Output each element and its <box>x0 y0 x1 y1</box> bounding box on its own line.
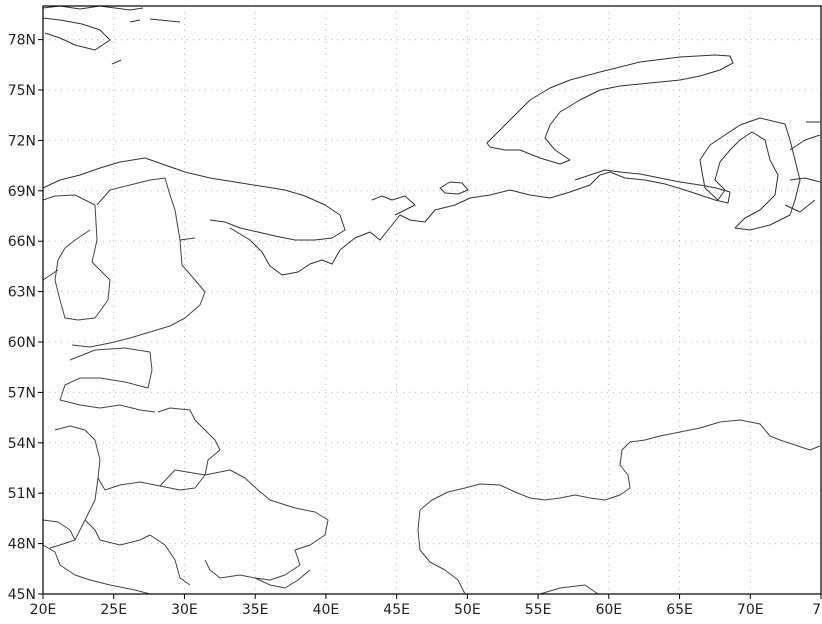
coastline-novaya-zemlya <box>486 54 734 165</box>
y-tick-label: 69N <box>8 184 36 200</box>
y-tick-label: 75N <box>8 83 36 99</box>
x-tick-label: 45E <box>383 602 410 618</box>
y-tick-label: 45N <box>8 587 36 603</box>
coastline-svalbard <box>42 5 181 65</box>
axis-labels: 20E 25E 30E 35E 40E 45E 50E 55E 60E 65E 70E 75 45N 48… <box>8 33 822 618</box>
coastlines-and-borders <box>42 5 821 595</box>
border-kazakhstan <box>417 419 821 595</box>
y-tick-label: 72N <box>8 133 36 149</box>
x-tick-label: 70E <box>737 602 764 618</box>
coastline-arctic-mainland <box>42 157 731 276</box>
coastline-yamal <box>699 117 821 231</box>
y-tick-label: 54N <box>8 436 36 452</box>
x-tick-label: 55E <box>525 602 552 618</box>
y-tick-label: 48N <box>8 537 36 553</box>
y-tick-label: 66N <box>8 234 36 250</box>
y-tick-label: 57N <box>8 385 36 401</box>
x-tick-label: 30E <box>171 602 198 618</box>
y-tick-label: 63N <box>8 285 36 301</box>
y-tick-label: 78N <box>8 33 36 49</box>
y-tick-label: 60N <box>8 335 36 351</box>
x-tick-label: 40E <box>313 602 340 618</box>
x-tick-label: 60E <box>595 602 622 618</box>
border-scandinavia <box>42 177 206 348</box>
x-tick-label: 65E <box>666 602 693 618</box>
map-frame <box>42 5 822 595</box>
y-tick-label: 51N <box>8 486 36 502</box>
graticule <box>43 6 821 594</box>
x-tick-label: 25E <box>100 602 127 618</box>
axis-ticks <box>38 39 822 599</box>
x-tick-label: 50E <box>454 602 481 618</box>
x-tick-label: 35E <box>242 602 269 618</box>
x-tick-label: 20E <box>30 602 57 618</box>
x-tick-label: 75 <box>812 602 822 618</box>
coastline-kolguev <box>439 181 469 195</box>
border-eastern-europe <box>42 347 329 595</box>
